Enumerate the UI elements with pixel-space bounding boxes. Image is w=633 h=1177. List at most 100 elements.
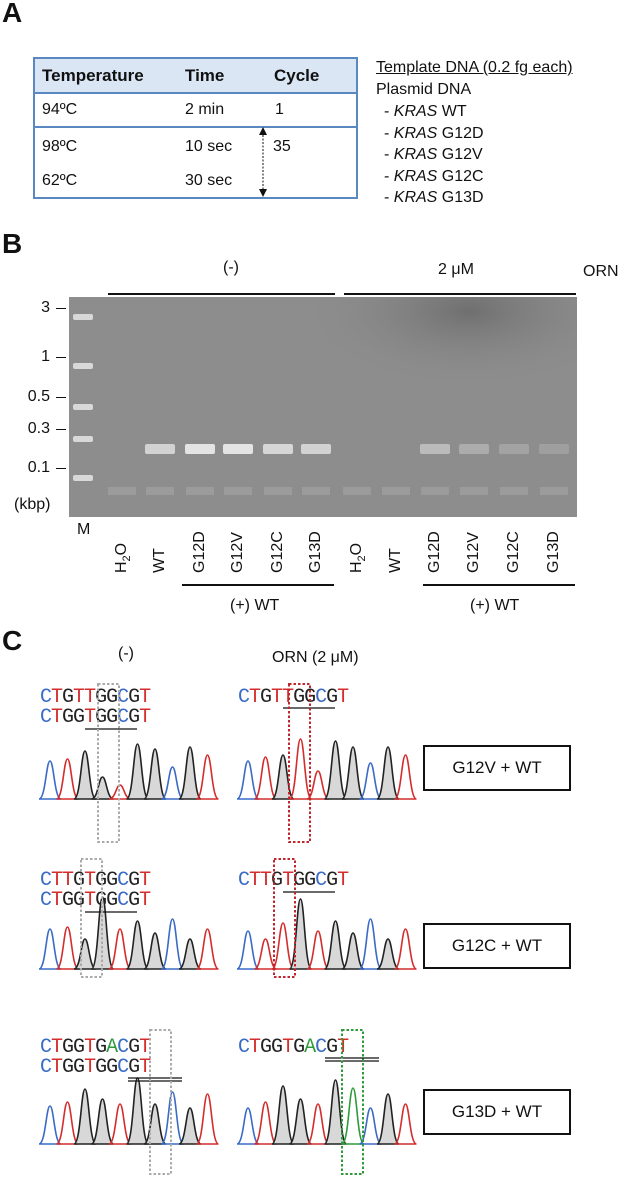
template-variant: G12D — [437, 124, 484, 142]
cycle-range-arrow — [259, 127, 267, 197]
trace-peak — [236, 760, 260, 800]
template-item: - KRAS G12D — [384, 124, 484, 142]
trace-peak — [73, 750, 97, 800]
product-band — [499, 444, 529, 454]
unit-label: (kbp) — [14, 496, 51, 513]
trace-peak — [108, 928, 132, 970]
col-label-minus: (-) — [118, 645, 134, 662]
faint-band — [302, 487, 330, 495]
highlight-box — [80, 858, 103, 978]
plus-wt-label-left: (+) WT — [230, 597, 280, 614]
row3-time: 30 sec — [185, 172, 233, 189]
product-band — [420, 444, 450, 454]
trace-peak — [178, 1107, 202, 1145]
highlight-box — [97, 683, 120, 843]
header-time: Time — [185, 66, 225, 85]
trace-peak — [143, 932, 167, 970]
ladder-tick — [56, 357, 66, 358]
plus-wt-line-right — [423, 584, 575, 586]
faint-band — [186, 487, 214, 495]
trace-peak — [306, 930, 330, 970]
trace-peak — [323, 920, 348, 970]
trace-peak — [288, 898, 313, 970]
faint-band — [108, 487, 136, 495]
ladder-band — [73, 363, 93, 369]
trace-peak — [359, 762, 382, 800]
col-label-orn: ORN (2 μM) — [272, 649, 359, 666]
ladder-tick — [56, 308, 66, 309]
template-gene: KRAS — [393, 146, 438, 163]
trace-peak — [376, 746, 400, 800]
trace-peak — [38, 760, 62, 800]
trace-peak — [376, 938, 400, 970]
trace-peak — [55, 758, 80, 800]
ladder-band — [73, 314, 93, 320]
trace-peak — [143, 1103, 167, 1145]
orn-label: ORN — [583, 263, 619, 280]
seq-g12c-minus-bottom: CTGGTGGCGT — [40, 889, 151, 912]
trace-peak — [143, 748, 167, 800]
trace-peak — [160, 1091, 185, 1145]
trace-peak — [55, 1101, 80, 1145]
trace-peak — [358, 918, 383, 970]
trace-peak — [393, 928, 418, 970]
ladder-label: 0.5 — [27, 388, 50, 405]
trace-peak — [341, 1087, 365, 1145]
panel-label-c: C — [2, 625, 23, 656]
template-variant: G12C — [437, 167, 484, 185]
faint-band — [460, 487, 488, 495]
trace-peak — [271, 1085, 295, 1145]
faint-band — [146, 487, 174, 495]
row1-temperature: 94ºC — [42, 101, 78, 118]
seq-g12v-minus-top: CTGTTGGCGT — [40, 686, 151, 709]
group-label-minus: (-) — [223, 259, 239, 276]
template-item: - KRAS G12V — [384, 146, 483, 163]
seq-g12c-minus-top: CTTGTGGCGT — [40, 869, 151, 892]
ladder-label: 1 — [41, 348, 50, 365]
trace-peak — [341, 932, 365, 970]
trace-peak — [195, 754, 220, 800]
row2-temperature: 98ºC — [42, 138, 78, 155]
label-box-g13d: G13D + WT — [423, 1089, 571, 1135]
plus-wt-label-right: (+) WT — [470, 597, 520, 614]
template-gene: KRAS — [393, 189, 438, 206]
group-label-orn: 2 μM — [438, 261, 474, 278]
template-subtitle: Plasmid DNA — [376, 81, 472, 98]
trace-peak — [254, 938, 277, 970]
trace-peak — [288, 738, 313, 800]
seq-g13d-minus-bottom: CTGGTGGCGT — [40, 1056, 151, 1079]
trace-peak — [359, 1107, 382, 1145]
highlight-box — [273, 858, 296, 978]
trace-peak — [253, 756, 278, 800]
product-band — [185, 444, 215, 454]
trace-peak — [160, 918, 185, 970]
trace-peak — [306, 1103, 330, 1145]
ladder-band — [73, 404, 93, 410]
group-line-orn — [344, 293, 576, 295]
trace-peak — [55, 926, 80, 970]
trace-peak — [178, 746, 202, 800]
highlight-box — [288, 683, 311, 843]
trace-peak — [393, 754, 418, 800]
trace-peak — [73, 938, 97, 970]
gel-image — [69, 297, 577, 517]
template-variant: G13D — [437, 189, 484, 206]
template-variant: WT — [437, 103, 467, 120]
trace-peak — [236, 1107, 260, 1145]
panel-label-b: B — [2, 228, 23, 259]
trace-peak — [125, 920, 150, 970]
table-header-row — [35, 59, 356, 94]
faint-band — [264, 487, 292, 495]
group-line-minus — [108, 293, 335, 295]
trace-peak — [341, 746, 365, 800]
trace-peak — [90, 1098, 115, 1145]
template-item: - KRAS WT — [384, 103, 467, 120]
trace-peak — [271, 922, 295, 970]
trace-peak — [288, 1098, 313, 1145]
trace-peak — [195, 928, 220, 970]
trace-peak — [91, 776, 114, 800]
label-box-g12c: G12C + WT — [423, 923, 571, 969]
header-temperature: Temperature — [42, 66, 144, 85]
product-band — [145, 444, 175, 454]
product-band — [223, 444, 253, 454]
